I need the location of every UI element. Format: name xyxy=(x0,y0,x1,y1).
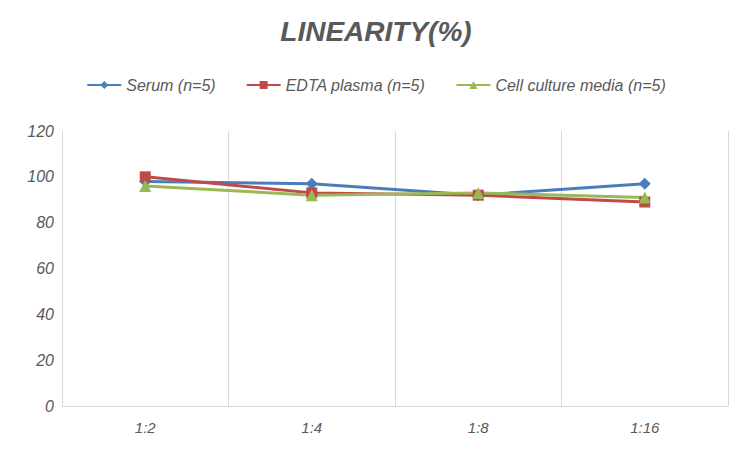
svg-text:0: 0 xyxy=(45,398,54,415)
svg-text:20: 20 xyxy=(35,352,54,369)
svg-text:80: 80 xyxy=(36,214,54,231)
svg-text:1:4: 1:4 xyxy=(301,419,322,436)
svg-text:1:8: 1:8 xyxy=(468,419,490,436)
svg-text:40: 40 xyxy=(36,306,54,323)
svg-text:LINEARITY(%): LINEARITY(%) xyxy=(280,16,471,47)
svg-text:1:16: 1:16 xyxy=(630,419,660,436)
svg-text:120: 120 xyxy=(27,123,54,140)
svg-text:1:2: 1:2 xyxy=(135,419,157,436)
svg-text:60: 60 xyxy=(36,260,54,277)
svg-text:100: 100 xyxy=(27,168,54,185)
svg-text:Serum (n=5): Serum (n=5) xyxy=(126,77,215,94)
svg-text:Cell culture media (n=5): Cell culture media (n=5) xyxy=(495,77,665,94)
svg-text:EDTA plasma (n=5): EDTA plasma (n=5) xyxy=(286,77,425,94)
